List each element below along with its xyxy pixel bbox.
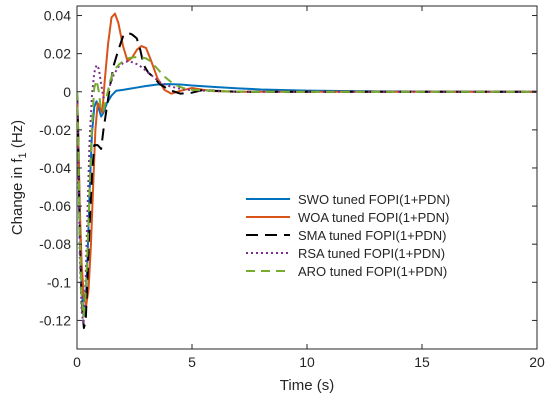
legend-label-2: WOA tuned FOPI(1+PDN) (298, 210, 449, 225)
x-axis-label: Time (s) (280, 377, 334, 394)
y-tick-label: 0.04 (44, 8, 71, 24)
series-line-4 (77, 60, 537, 326)
x-tick-label: 0 (73, 354, 81, 370)
y-tick-label: 0.02 (44, 46, 71, 62)
legend-box (238, 186, 483, 286)
y-axis-label-main: Change in f (9, 158, 26, 236)
y-tick-label: -0.06 (39, 198, 71, 214)
y-tick-label: -0.08 (39, 236, 71, 252)
legend-items: SWO tuned FOPI(1+PDN) WOA tuned FOPI(1+PD… (246, 192, 450, 279)
legend-label-3: SMA tuned FOPI(1+PDN) (298, 228, 446, 243)
y-tick-label: -0.12 (39, 312, 71, 328)
plot-area (76, 5, 538, 350)
y-tick-label: 0 (63, 84, 71, 100)
series-line-5 (77, 56, 537, 318)
y-tick-label: -0.04 (39, 160, 71, 176)
y-tick-label: -0.02 (39, 122, 71, 138)
y-tick-label: -0.1 (47, 274, 71, 290)
axes-layer: 0 5 10 15 20 0.04 0.02 0 -0.02 -0.04 -0.06 -0.08 -0.… (39, 6, 545, 370)
legend: SWO tuned FOPI(1+PDN) WOA tuned FOPI(1+PD… (238, 186, 483, 286)
series-line-3 (77, 31, 537, 330)
y-axis-label-unit: (Hz) (9, 120, 26, 153)
y-axis-label-subscript: 1 (17, 152, 29, 158)
y-axis-label: Change in f1 (Hz) (9, 120, 29, 235)
x-tick-label: 20 (529, 354, 545, 370)
legend-label-4: RSA tuned FOPI(1+PDN) (298, 246, 445, 261)
x-tick-label: 10 (299, 354, 315, 370)
legend-label-5: ARO tuned FOPI(1+PDN) (298, 264, 447, 279)
series-line-2 (77, 12, 537, 307)
series-layer (77, 12, 537, 330)
x-tick-label: 5 (188, 354, 196, 370)
x-tick-label: 15 (414, 354, 430, 370)
legend-label-1: SWO tuned FOPI(1+PDN) (298, 192, 450, 207)
